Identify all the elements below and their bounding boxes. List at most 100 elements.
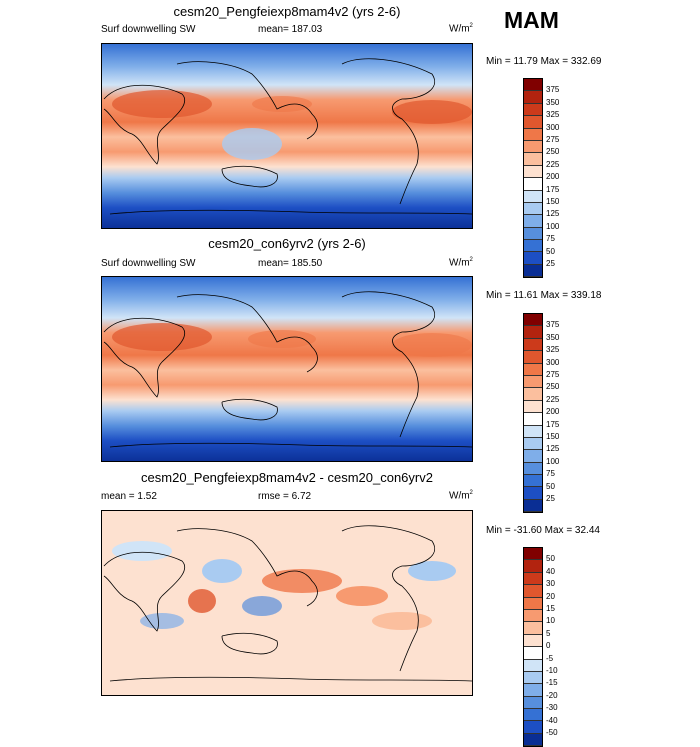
coastlines <box>103 525 472 682</box>
colorbar-tick-label: -10 <box>546 666 558 675</box>
colorbar-segment <box>524 116 542 129</box>
colorbar-segment <box>524 659 542 672</box>
panel-title: cesm20_Pengfeiexp8mam4v2 (yrs 2-6) <box>173 4 401 19</box>
mean-label: mean = 1.52 <box>101 491 157 502</box>
coastlines <box>103 291 472 448</box>
colorbar-segment <box>524 499 542 513</box>
colorbar-segment <box>524 709 542 722</box>
colorbar-tick-label: 150 <box>546 432 560 441</box>
mean-label: mean= 185.50 <box>258 258 323 269</box>
colorbar-segment <box>524 548 542 561</box>
panel-title: cesm20_con6yrv2 (yrs 2-6) <box>208 236 366 251</box>
map-panel <box>101 276 473 462</box>
units-label: W/m2 <box>449 23 473 35</box>
colorbar-segment <box>524 671 542 685</box>
colorbar-tick-label: 325 <box>546 345 560 355</box>
colorbar-segment <box>524 450 542 463</box>
colorbar-tick-label: 50 <box>546 246 555 256</box>
colorbar-segment <box>524 634 542 648</box>
colorbar-tick-label: 300 <box>546 122 560 132</box>
colorbar-segment <box>524 622 542 635</box>
colorbar-segment <box>524 264 542 278</box>
colorbar-tick-label: 200 <box>546 407 560 417</box>
colorbar-tick-label: -5 <box>546 653 554 663</box>
colorbar-tick-label: 350 <box>546 97 560 107</box>
colorbar-tick-label: 225 <box>546 159 560 169</box>
colorbar-tick-label: 350 <box>546 332 560 342</box>
season-title: MAM <box>504 7 559 33</box>
colorbar-tick-label: 25 <box>546 259 555 268</box>
colorbar-tick-label: 250 <box>546 147 560 157</box>
colorbar-tick-label: 100 <box>546 456 560 466</box>
colorbar-tick-label: -15 <box>546 678 558 688</box>
colorbar-segment <box>524 597 542 610</box>
colorbar <box>523 547 543 747</box>
colorbar-tick-label: 20 <box>546 591 555 601</box>
colorbar-segment <box>524 153 542 166</box>
colorbar-tick-label: 275 <box>546 135 560 144</box>
colorbar-tick-label: -40 <box>546 715 558 725</box>
colorbar-segment <box>524 326 542 339</box>
units-label: W/m2 <box>449 257 473 269</box>
colorbar-tick-label: -30 <box>546 703 558 713</box>
units-label: W/m2 <box>449 490 473 502</box>
colorbar-segment <box>524 91 542 104</box>
colorbar-segment <box>524 425 542 438</box>
colorbar-tick-label: 250 <box>546 382 560 392</box>
colorbar-segment <box>524 215 542 228</box>
colorbar-tick-label: 30 <box>546 579 555 589</box>
colorbar-segment <box>524 165 542 179</box>
colorbar-tick-label: 325 <box>546 110 560 120</box>
colorbar-tick-label: 125 <box>546 209 560 219</box>
colorbar-segment <box>524 128 542 141</box>
colorbar-segment <box>524 178 542 191</box>
colorbar-tick-label: 175 <box>546 419 560 429</box>
colorbar-segment <box>524 733 542 747</box>
colorbar-tick-label: 175 <box>546 184 560 194</box>
colorbar-segment <box>524 609 542 623</box>
colorbar-segment <box>524 314 542 327</box>
colorbar-segment <box>524 363 542 376</box>
colorbar-segment <box>524 240 542 253</box>
colorbar-tick-label: 125 <box>546 444 560 454</box>
coastlines <box>103 58 472 215</box>
colorbar-segment <box>524 79 542 92</box>
colorbar-tick-label: 40 <box>546 566 555 576</box>
colorbar-segment <box>524 437 542 451</box>
colorbar-tick-label: 200 <box>546 172 560 182</box>
colorbar-segment <box>524 351 542 364</box>
colorbar-segment <box>524 190 542 203</box>
colorbar-segment <box>524 684 542 697</box>
colorbar-tick-label: 225 <box>546 394 560 404</box>
colorbar-segment <box>524 252 542 265</box>
map-panel <box>101 43 473 229</box>
colorbar-tick-label: 5 <box>546 628 551 638</box>
colorbar-tick-label: 375 <box>546 320 560 330</box>
colorbar-tick-label: 10 <box>546 616 555 626</box>
colorbar-tick-label: -50 <box>546 728 558 737</box>
colorbar-tick-label: 100 <box>546 221 560 231</box>
colorbar-tick-label: 75 <box>546 469 555 479</box>
colorbar-tick-label: 50 <box>546 481 555 491</box>
colorbar-segment <box>524 338 542 352</box>
colorbar-tick-label: 300 <box>546 357 560 367</box>
colorbar-segment <box>524 202 542 216</box>
colorbar-tick-label: -20 <box>546 690 558 700</box>
colorbar <box>523 313 543 514</box>
colorbar-segment <box>524 227 542 241</box>
colorbar-segment <box>524 375 542 389</box>
variable-label: Surf downwelling SW <box>101 258 196 269</box>
colorbar-tick-label: 375 <box>546 85 560 95</box>
colorbar-segment <box>524 413 542 426</box>
colorbar-segment <box>524 462 542 476</box>
rmse-label: rmse = 6.72 <box>258 491 312 502</box>
mean-label: mean= 187.03 <box>258 24 323 35</box>
colorbar-segment <box>524 400 542 414</box>
map-panel <box>101 510 473 696</box>
min-max-label: Min = -31.60 Max = 32.44 <box>486 525 600 536</box>
min-max-label: Min = 11.79 Max = 332.69 <box>486 56 602 67</box>
colorbar-segment <box>524 388 542 401</box>
colorbar-tick-label: 75 <box>546 234 555 244</box>
colorbar-tick-label: 0 <box>546 641 551 651</box>
panel-title: cesm20_Pengfeiexp8mam4v2 - cesm20_con6yr… <box>141 470 433 485</box>
